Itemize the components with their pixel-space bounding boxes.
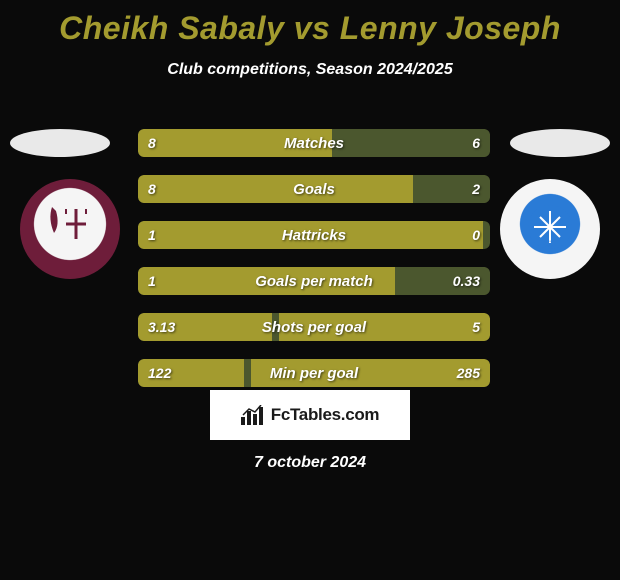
- comparison-title: Cheikh Sabaly vs Lenny Joseph: [0, 0, 620, 47]
- brand-text: FcTables.com: [271, 405, 380, 425]
- svg-text:38: 38: [544, 238, 556, 250]
- stat-label: Shots per goal: [138, 313, 490, 341]
- stat-row: 86Matches: [138, 129, 490, 157]
- stat-bars: 86Matches 82Goals 10Hattricks 10.33Goals pe…: [138, 129, 490, 405]
- stat-label: Goals per match: [138, 267, 490, 295]
- subtitle: Club competitions, Season 2024/2025: [0, 61, 620, 79]
- date: 7 october 2024: [0, 454, 620, 472]
- vs-separator: vs: [294, 10, 331, 46]
- team1-crest-label: [42, 199, 98, 260]
- brand-box: FcTables.com: [210, 390, 410, 440]
- player1-name: Cheikh Sabaly: [59, 10, 284, 46]
- stat-row: 10.33Goals per match: [138, 267, 490, 295]
- team1-crest: [20, 179, 120, 279]
- stat-row: 122285Min per goal: [138, 359, 490, 387]
- stat-label: Min per goal: [138, 359, 490, 387]
- team2-crest-label: 38: [520, 197, 580, 262]
- stats-area: 38 86Matches 82Goals 10Hattricks 10.33Goals…: [0, 109, 620, 399]
- player2-name: Lenny Joseph: [340, 10, 561, 46]
- stat-row: 3.135Shots per goal: [138, 313, 490, 341]
- brand-icon: [241, 405, 265, 425]
- stat-label: Goals: [138, 175, 490, 203]
- stat-label: Hattricks: [138, 221, 490, 249]
- stat-row: 10Hattricks: [138, 221, 490, 249]
- player2-marker: [510, 129, 610, 157]
- stat-label: Matches: [138, 129, 490, 157]
- team2-crest: 38: [500, 179, 600, 279]
- stat-row: 82Goals: [138, 175, 490, 203]
- player1-marker: [10, 129, 110, 157]
